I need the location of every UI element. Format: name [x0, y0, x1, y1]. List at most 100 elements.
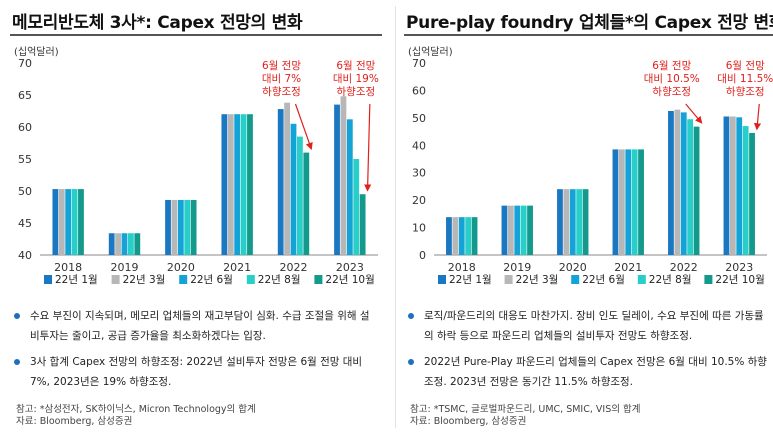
legend-swatch: [438, 275, 446, 284]
bar: [177, 199, 184, 255]
x-tick-label: 2018: [54, 261, 82, 274]
bar: [668, 111, 674, 255]
bar: [247, 114, 253, 255]
legend-swatch: [571, 275, 580, 284]
bullet-text: 로직/파운드리의 대응도 마찬가지. 장비 인도 딜레이, 수요 부진에 따른 …: [424, 310, 764, 342]
bar: [557, 189, 563, 255]
bullet-text: 수요 부진이 지속되며, 메모리 업체들의 재고부담이 심화. 수급 조절을 위…: [30, 310, 370, 342]
bar: [277, 109, 284, 255]
bar: [501, 205, 508, 255]
annotation-text: 6월 전망: [652, 60, 691, 72]
bar: [184, 199, 191, 255]
bar: [78, 189, 84, 255]
legend-label: 22년 6월: [190, 274, 233, 286]
y-tick-label: 65: [18, 89, 32, 102]
bar: [58, 189, 65, 255]
x-tick-label: 2019: [503, 261, 531, 274]
annotation-arrow: [685, 103, 703, 124]
bullet-item: 수요 부진이 지속되며, 메모리 업체들의 재고부담이 심화. 수급 조절을 위…: [14, 306, 379, 346]
annotation-text: 대비 19%: [333, 73, 379, 85]
panel-divider: [395, 6, 396, 428]
bar: [190, 199, 197, 255]
bar: [165, 199, 171, 255]
annotation-text: 대비 10.5%: [644, 73, 700, 85]
bar: [507, 205, 514, 255]
bullet-item: 로직/파운드리의 대응도 마찬가지. 장비 인도 딜레이, 수요 부진에 따른 …: [408, 306, 773, 346]
annotation-arrow: [753, 103, 762, 131]
source-notes: 참고: *TSMC, 글로벌파운드리, UMC, SMIC, VIS의 합계 자…: [410, 404, 640, 428]
bar: [576, 189, 583, 255]
bar: [582, 189, 589, 255]
bar: [121, 233, 128, 255]
memory-capex-panel: 메모리반도체 3사*: Capex 전망의 변화 (십억달러) 40 45 50 55…: [4, 0, 384, 433]
annotation-text: 6월 전망: [336, 60, 375, 72]
bar: [171, 199, 178, 255]
bar: [458, 217, 465, 255]
legend-label: 22년 3월: [516, 274, 559, 286]
legend-swatch: [637, 275, 646, 284]
chart-title: Pure-play foundry 업체들*의 Capex 전망 변화: [406, 13, 773, 33]
bar: [108, 233, 115, 255]
y-tick-label: 50: [18, 185, 32, 198]
bar: [303, 152, 310, 255]
legend-swatch: [179, 275, 188, 284]
bar: [514, 205, 521, 255]
annotation-arrow: [364, 103, 372, 192]
note-line: 참고: *삼성전자, SK하이닉스, Micron Technology의 합계: [16, 404, 256, 415]
bar: [674, 109, 681, 255]
bar: [520, 205, 527, 255]
x-tick-label: 2021: [223, 261, 251, 274]
bar: [452, 217, 459, 255]
bar: [134, 233, 141, 255]
bar: [723, 116, 730, 255]
annotation-arrow: [294, 103, 313, 150]
bullet-list: 수요 부진이 지속되며, 메모리 업체들의 재고부담이 심화. 수급 조절을 위…: [14, 306, 379, 398]
bar: [446, 217, 452, 255]
legend-label: 22년 1월: [55, 274, 98, 286]
legend-label: 22년 8월: [649, 274, 692, 286]
bar: [729, 116, 736, 255]
title-underline: [404, 34, 773, 36]
title-underline: [10, 34, 382, 36]
bar: [346, 119, 353, 255]
y-tick-label: 70: [412, 57, 426, 70]
legend-swatch: [504, 275, 513, 284]
legend-label: 22년 10월: [715, 274, 764, 286]
y-tick-label: 60: [412, 84, 426, 97]
bar: [618, 149, 625, 255]
bar: [638, 149, 644, 255]
bar: [297, 136, 303, 255]
x-tick-label: 2023: [725, 261, 753, 274]
bar: [115, 233, 121, 255]
y-tick-label: 60: [18, 121, 32, 134]
annotation-text: 대비 11.5%: [717, 73, 773, 85]
y-tick-label: 45: [18, 217, 32, 230]
bar: [290, 123, 297, 255]
y-tick-label: 40: [18, 249, 32, 262]
bullet-text: 2022년 Pure-Play 파운드리 업체들의 Capex 전망은 6월 대…: [424, 356, 767, 388]
bar: [680, 112, 687, 255]
legend-swatch: [704, 275, 713, 284]
bar: [353, 159, 360, 255]
bar: [52, 189, 59, 255]
unit-label: (십억달러): [408, 47, 453, 58]
bar: [221, 114, 228, 255]
bar: [563, 189, 570, 255]
bar: [749, 132, 755, 255]
bullet-dot-icon: [408, 359, 414, 365]
x-tick-label: 2019: [111, 261, 139, 274]
bar: [128, 233, 134, 255]
bullet-text: 3사 합계 Capex 전망의 하향조정: 2022년 설비투자 전망은 6월 …: [30, 356, 363, 388]
legend-label: 22년 6월: [582, 274, 625, 286]
bar: [687, 119, 694, 255]
bar: [71, 189, 78, 255]
y-tick-label: 0: [419, 249, 426, 262]
annotation-text: 하향조정: [726, 85, 765, 98]
legend-label: 22년 8월: [258, 274, 301, 286]
bullet-list: 로직/파운드리의 대응도 마찬가지. 장비 인도 딜레이, 수요 부진에 따른 …: [408, 306, 773, 398]
y-tick-label: 10: [412, 222, 426, 235]
legend-swatch: [314, 275, 323, 284]
y-tick-label: 20: [412, 194, 426, 207]
